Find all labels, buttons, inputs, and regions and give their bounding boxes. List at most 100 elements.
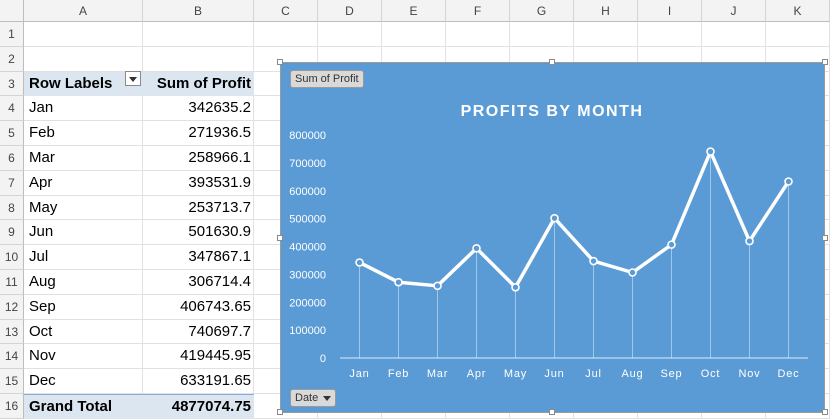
- grid-cell[interactable]: [24, 294, 143, 320]
- grid-cell[interactable]: [143, 96, 254, 122]
- pivot-grand-total-value[interactable]: 4877074.75: [143, 394, 254, 419]
- grid-cell[interactable]: [766, 22, 830, 47]
- pivot-sum-of-profit-header[interactable]: Sum of Profit: [143, 71, 254, 97]
- row-header-2[interactable]: 2: [0, 46, 24, 72]
- grid-cell[interactable]: [318, 22, 382, 47]
- pivot-row-label[interactable]: Jul: [29, 248, 49, 266]
- grid-cell[interactable]: [143, 270, 254, 295]
- chart-resize-handle[interactable]: [822, 59, 828, 65]
- grid-cell[interactable]: [24, 146, 143, 171]
- grid-cell[interactable]: [143, 121, 254, 146]
- column-header-e[interactable]: E: [382, 0, 446, 22]
- row-header-3[interactable]: 3: [0, 71, 24, 97]
- row-header-8[interactable]: 8: [0, 195, 24, 221]
- grid-cell[interactable]: [143, 369, 254, 394]
- pivot-row-value[interactable]: 253713.7: [188, 198, 251, 216]
- column-header-a[interactable]: A: [24, 0, 143, 22]
- data-point[interactable]: [472, 244, 481, 253]
- grid-cell[interactable]: [24, 344, 143, 370]
- grid-cell[interactable]: [143, 170, 254, 196]
- pivot-row-label[interactable]: Jun: [29, 223, 54, 241]
- pivot-row-value[interactable]: 393531.9: [188, 173, 251, 191]
- grid-cell[interactable]: [574, 22, 638, 47]
- grid-cell[interactable]: [143, 319, 254, 345]
- column-header-h[interactable]: H: [574, 0, 638, 22]
- column-header-k[interactable]: K: [766, 0, 830, 22]
- grid-cell[interactable]: [24, 121, 143, 146]
- column-header-j[interactable]: J: [702, 0, 766, 22]
- row-header-11[interactable]: 11: [0, 270, 24, 295]
- grid-cell[interactable]: [143, 22, 254, 47]
- grid-cell[interactable]: [24, 270, 143, 295]
- column-header-g[interactable]: G: [510, 0, 574, 22]
- chart-resize-handle[interactable]: [277, 59, 283, 65]
- pivot-row-value[interactable]: 501630.9: [188, 223, 251, 241]
- grid-cell[interactable]: [24, 220, 143, 246]
- row-header-10[interactable]: 10: [0, 245, 24, 270]
- row-header-4[interactable]: 4: [0, 96, 24, 122]
- grid-cell[interactable]: [24, 245, 143, 270]
- grid-cell[interactable]: [702, 22, 766, 47]
- grid-cell[interactable]: [24, 22, 143, 47]
- pivot-row-label[interactable]: Oct: [29, 322, 53, 340]
- row-header-14[interactable]: 14: [0, 344, 24, 370]
- grid-cell[interactable]: [143, 195, 254, 221]
- row-labels-filter-button[interactable]: [125, 71, 141, 86]
- pivot-row-value[interactable]: 419445.95: [180, 347, 251, 365]
- grid-cell[interactable]: [638, 22, 702, 47]
- column-header-i[interactable]: I: [638, 0, 702, 22]
- data-point[interactable]: [784, 177, 793, 186]
- pivot-row-value[interactable]: 347867.1: [188, 248, 251, 266]
- grid-cell[interactable]: [254, 22, 318, 47]
- pivot-row-value[interactable]: 271936.5: [188, 124, 251, 142]
- pivot-row-value[interactable]: 306714.4: [188, 273, 251, 290]
- row-header-6[interactable]: 6: [0, 146, 24, 171]
- chart-resize-handle[interactable]: [549, 59, 555, 65]
- pivot-row-value[interactable]: 258966.1: [188, 149, 251, 166]
- grid-cell[interactable]: [143, 220, 254, 246]
- data-point[interactable]: [394, 277, 403, 287]
- grid-cell[interactable]: [24, 46, 143, 72]
- grid-cell[interactable]: [24, 96, 143, 122]
- pivot-row-label[interactable]: Dec: [29, 372, 56, 390]
- grid-cell[interactable]: [143, 46, 254, 72]
- column-header-b[interactable]: B: [143, 0, 254, 22]
- grid-cell[interactable]: [24, 319, 143, 345]
- grid-cell[interactable]: [510, 22, 574, 47]
- column-header-d[interactable]: D: [318, 0, 382, 22]
- chart-resize-handle[interactable]: [277, 235, 283, 241]
- pivot-row-label[interactable]: Apr: [29, 173, 53, 191]
- grid-cell[interactable]: [24, 195, 143, 221]
- row-header-15[interactable]: 15: [0, 369, 24, 394]
- row-header-13[interactable]: 13: [0, 319, 24, 345]
- grid-cell[interactable]: [143, 245, 254, 270]
- grid-cell[interactable]: [446, 22, 510, 47]
- data-point[interactable]: [433, 281, 442, 291]
- grid-cell[interactable]: [143, 294, 254, 320]
- grid-cell[interactable]: [24, 170, 143, 196]
- row-header-5[interactable]: 5: [0, 121, 24, 146]
- data-point[interactable]: [667, 240, 676, 249]
- row-header-9[interactable]: 9: [0, 220, 24, 246]
- data-point[interactable]: [628, 268, 637, 277]
- pivot-row-value[interactable]: 740697.7: [188, 322, 251, 340]
- data-point[interactable]: [550, 213, 559, 223]
- chart-resize-handle[interactable]: [822, 235, 828, 241]
- pivot-row-label[interactable]: Mar: [29, 149, 55, 166]
- grid-cell[interactable]: [24, 369, 143, 394]
- value-field-button[interactable]: Sum of Profit: [290, 70, 364, 88]
- select-all-corner[interactable]: [0, 0, 24, 22]
- pivot-row-labels-header[interactable]: Row Labels: [24, 71, 143, 97]
- chart-resize-handle[interactable]: [277, 409, 283, 415]
- pivot-row-value[interactable]: 406743.65: [180, 297, 251, 315]
- data-point[interactable]: [511, 282, 520, 292]
- data-point[interactable]: [355, 258, 364, 267]
- data-point[interactable]: [589, 256, 598, 266]
- grid-cell[interactable]: [382, 22, 446, 47]
- data-point[interactable]: [745, 236, 754, 246]
- pivot-row-value[interactable]: 342635.2: [188, 99, 251, 117]
- pivot-row-label[interactable]: Nov: [29, 347, 56, 365]
- column-header-f[interactable]: F: [446, 0, 510, 22]
- pivot-grand-total-label[interactable]: Grand Total: [24, 394, 143, 419]
